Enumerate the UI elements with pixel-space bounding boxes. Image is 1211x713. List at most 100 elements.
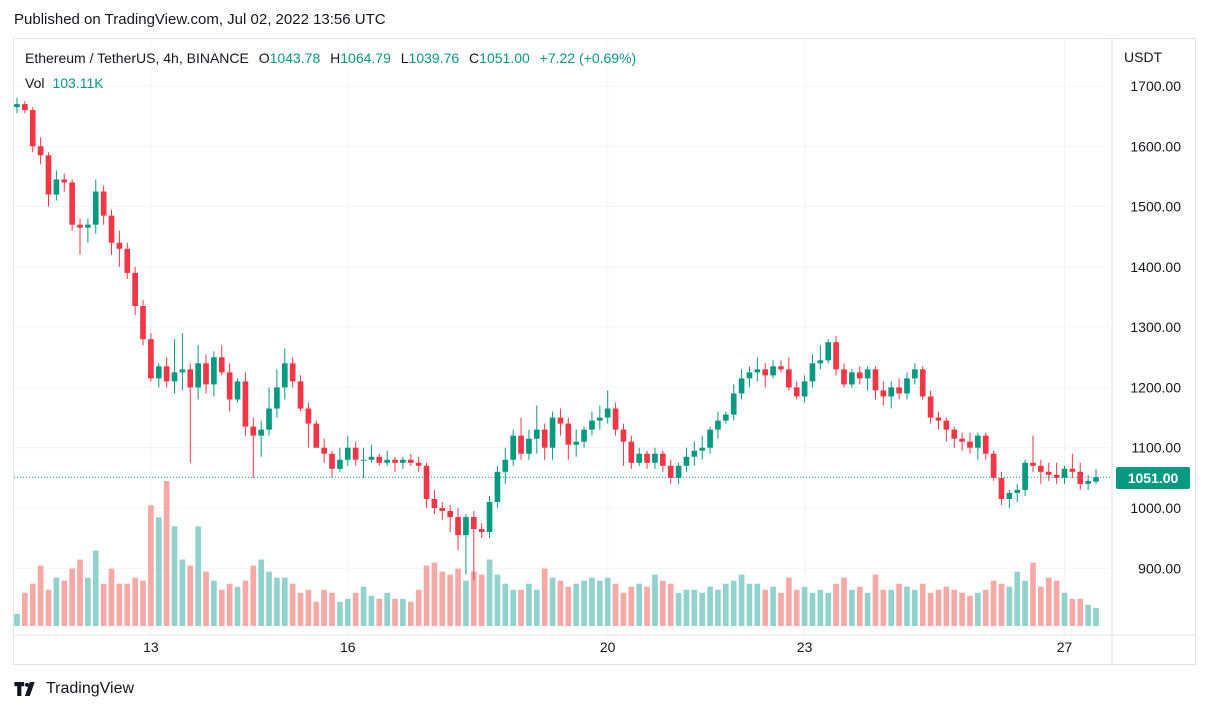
volume-bar	[786, 577, 792, 626]
last-price-tag: 1051.00	[1116, 467, 1190, 489]
volume-bar	[644, 586, 650, 626]
volume-bar	[959, 592, 965, 626]
candle-body	[337, 459, 343, 469]
candle-body	[1045, 471, 1052, 475]
time-tick-label: 23	[797, 639, 813, 655]
volume-bar	[124, 583, 131, 626]
ohlc-legend: Ethereum / TetherUS, 4h, BINANCE O1043.7…	[25, 50, 642, 66]
volume-bar	[1085, 604, 1091, 626]
volume-bar	[912, 589, 918, 626]
volume-bar	[533, 589, 540, 626]
candle-body	[533, 429, 540, 439]
candle-body	[1006, 492, 1013, 499]
candle-body	[943, 420, 950, 430]
high-key: H	[330, 50, 341, 66]
volume-bar	[203, 571, 209, 626]
price-tick-label: 1700.00	[1130, 78, 1181, 94]
volume-bar	[1093, 607, 1099, 626]
candle-body	[486, 501, 493, 533]
price-unit-label: USDT	[1124, 49, 1163, 65]
symbol-label: Ethereum / TetherUS, 4h, BINANCE	[25, 50, 249, 66]
candle-body	[242, 381, 249, 427]
candle-body	[439, 508, 446, 512]
volume-bar	[211, 580, 217, 626]
volume-bar	[163, 481, 170, 626]
price-tick-label: 1400.00	[1130, 259, 1181, 275]
chart-frame[interactable]	[13, 38, 1196, 665]
candle-body	[423, 465, 430, 499]
volume-bar	[943, 586, 950, 626]
volume-bar	[715, 589, 721, 626]
candle-body	[990, 453, 997, 478]
candle-body	[14, 104, 20, 108]
volume-bar	[14, 613, 20, 626]
volume-bar	[864, 592, 871, 626]
volume-bar	[447, 574, 454, 626]
volume-bar	[683, 589, 690, 626]
candle-body	[919, 369, 926, 397]
price-tick-label: 1600.00	[1130, 138, 1181, 154]
candle-body	[628, 441, 635, 463]
volume-bar	[218, 589, 225, 626]
low-key: L	[400, 50, 409, 66]
price-tick-label: 1000.00	[1130, 500, 1181, 516]
candle-body	[29, 110, 36, 147]
candle-body	[258, 429, 264, 436]
candle-body	[494, 471, 501, 502]
volume-bar	[478, 574, 485, 626]
volume-bar	[896, 583, 902, 626]
candle-body	[904, 378, 910, 394]
candle-body	[841, 369, 847, 385]
volume-bar	[596, 580, 603, 626]
price-tick-label: 900.00	[1138, 560, 1181, 576]
tradingview-logo[interactable]: TradingView	[14, 680, 134, 698]
candle-body	[659, 453, 666, 466]
candle-body	[502, 459, 509, 472]
candle-body	[652, 453, 658, 463]
candle-body	[1053, 474, 1060, 478]
candle-body	[849, 372, 855, 385]
candle-body	[132, 272, 138, 307]
candle-body	[730, 393, 737, 415]
volume-bar	[628, 586, 635, 626]
candle-body	[1069, 468, 1076, 472]
candle-body	[573, 441, 580, 445]
candle-body	[935, 417, 942, 421]
volume-bar	[730, 580, 737, 626]
candle-body	[384, 459, 391, 463]
volume-bar	[45, 589, 52, 626]
volume-bar	[305, 589, 312, 626]
time-tick-label: 27	[1057, 639, 1073, 655]
volume-bar	[919, 583, 926, 626]
candle-body	[297, 381, 304, 409]
candle-body	[596, 417, 603, 421]
volume-bar	[423, 565, 430, 626]
volume-bar	[494, 574, 501, 626]
candle-body	[770, 366, 776, 376]
volume-bar	[620, 592, 627, 626]
candle-body	[1093, 477, 1099, 482]
volume-bar	[793, 589, 800, 626]
volume-bar	[1006, 586, 1013, 626]
candle-body	[746, 372, 753, 379]
candle-body	[407, 459, 414, 463]
candle-body	[754, 369, 761, 373]
candle-body	[998, 477, 1005, 499]
candle-body	[305, 408, 312, 424]
chart-grid	[14, 40, 1110, 634]
volume-bar	[92, 550, 99, 626]
candle-body	[896, 387, 902, 394]
volume-bar	[297, 592, 304, 626]
candle-body	[557, 417, 564, 424]
candle-body	[1038, 465, 1044, 472]
candle-body	[360, 459, 367, 461]
volume-bar	[589, 577, 595, 626]
volume-bar	[85, 577, 91, 626]
volume-bar	[573, 583, 580, 626]
volume-bar	[801, 586, 808, 626]
volume-bars	[14, 481, 1099, 626]
candle-body	[715, 420, 721, 430]
candle-body	[187, 369, 194, 388]
candle-body	[148, 339, 154, 379]
